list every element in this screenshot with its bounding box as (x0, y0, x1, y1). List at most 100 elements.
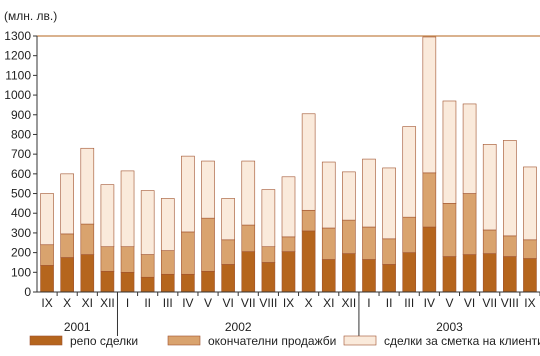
bars (40, 36, 537, 293)
bar-segment (342, 253, 356, 293)
x-tick-label: I (126, 296, 129, 310)
bar-segment (301, 230, 316, 293)
bar-segment (60, 233, 74, 258)
bar-segment (321, 227, 336, 260)
bar-segment (181, 273, 195, 293)
x-tick-label: XI (323, 296, 334, 310)
x-tick-label: III (404, 296, 414, 310)
bar-segment (160, 250, 175, 275)
bar-segment (100, 246, 115, 272)
bar-segment (221, 264, 235, 293)
bar-segment (60, 173, 74, 235)
legend-label: окончателни продажби (208, 334, 336, 348)
year-label: 2001 (64, 320, 91, 334)
bar-segment (462, 103, 477, 194)
bar-segment (442, 256, 457, 293)
bar-segment (482, 253, 497, 293)
legend-label: сделки за сметка на клиенти (384, 334, 540, 348)
bar-segment (281, 236, 296, 252)
x-tick-label: XII (100, 296, 115, 310)
bar-segment (281, 176, 296, 238)
y-tick-label: 0 (24, 285, 31, 299)
bar-segment (362, 158, 376, 228)
legend-swatch (29, 335, 63, 346)
bar-segment (422, 226, 437, 293)
legend-label: репо сделки (70, 334, 138, 348)
x-axis: IX X XI XII I II III IV V VI VII VIII IX X XI XII I II III… (37, 291, 540, 336)
bar-segment (40, 265, 54, 293)
x-tick-label: II (386, 296, 393, 310)
y-tick-label: 1200 (4, 49, 31, 63)
y-tick-label: 500 (11, 187, 31, 201)
unit-label: (млн. лв.) (4, 9, 57, 23)
x-tick-label: X (305, 296, 313, 310)
bar-segment (100, 184, 115, 248)
x-tick-label: V (445, 296, 453, 310)
bar-segment (281, 251, 296, 293)
bar-segment (382, 264, 396, 293)
bar-segment (503, 256, 517, 293)
y-tick-label: 400 (11, 206, 31, 220)
bar-segment (160, 198, 175, 251)
bar-segment (241, 224, 256, 252)
x-tick-label: VI (222, 296, 233, 310)
bar-segment (241, 160, 256, 226)
bar-segment (482, 144, 497, 231)
x-tick-label: VIII (259, 296, 277, 310)
y-tick-label: 100 (11, 265, 31, 279)
legend-swatch (167, 335, 201, 346)
bar-segment (301, 209, 316, 232)
bar-segment (140, 276, 155, 293)
bar-segment (342, 171, 356, 221)
bar-segment (261, 189, 276, 248)
bar-segment (482, 229, 497, 254)
y-tick-label: 600 (11, 167, 31, 181)
bar-segment (201, 217, 215, 272)
year-label: 2002 (225, 320, 252, 334)
x-tick-label: X (63, 296, 71, 310)
bar-segment (261, 262, 276, 293)
bar-segment (241, 251, 256, 293)
bar-segment (402, 126, 417, 218)
bar-segment (40, 244, 54, 266)
y-tick-label: 800 (11, 127, 31, 141)
bar-segment (321, 161, 336, 229)
bar-segment (523, 166, 537, 241)
x-tick-label: II (144, 296, 151, 310)
y-tick-label: 700 (11, 147, 31, 161)
bar-segment (120, 246, 135, 273)
bar-segment (362, 226, 376, 260)
x-tick-label: III (163, 296, 173, 310)
bar-segment (181, 231, 195, 275)
bar-segment (503, 235, 517, 257)
x-tick-label: VII (482, 296, 497, 310)
bar-segment (120, 170, 135, 248)
bar-segment (382, 238, 396, 265)
bar-segment (80, 254, 95, 293)
bar-segment (40, 193, 54, 246)
bar-segment (201, 271, 215, 293)
x-tick-label: XI (82, 296, 93, 310)
bar-segment (80, 147, 95, 225)
x-tick-label: XII (342, 296, 357, 310)
bar-segment (160, 273, 175, 293)
bar-segment (342, 219, 356, 254)
y-tick-label: 200 (11, 246, 31, 260)
bar-segment (221, 198, 235, 241)
x-tick-label: I (367, 296, 370, 310)
legend: репо сделки окончателни продажби сделки за… (29, 334, 540, 348)
bar-segment (80, 223, 95, 255)
bar-segment (462, 193, 477, 255)
y-tick-label: 1100 (5, 68, 31, 82)
bar-segment (321, 259, 336, 293)
bar-segment (402, 252, 417, 293)
x-tick-label: VII (241, 296, 256, 310)
x-tick-label: IX (283, 296, 294, 310)
bar-segment (140, 254, 155, 278)
bar-segment (442, 203, 457, 257)
x-tick-label: IV (424, 296, 435, 310)
x-tick-label: VI (464, 296, 475, 310)
y-axis: 0 100 200 300 400 500 600 700 800 900 1000 1100 1200… (4, 29, 540, 299)
